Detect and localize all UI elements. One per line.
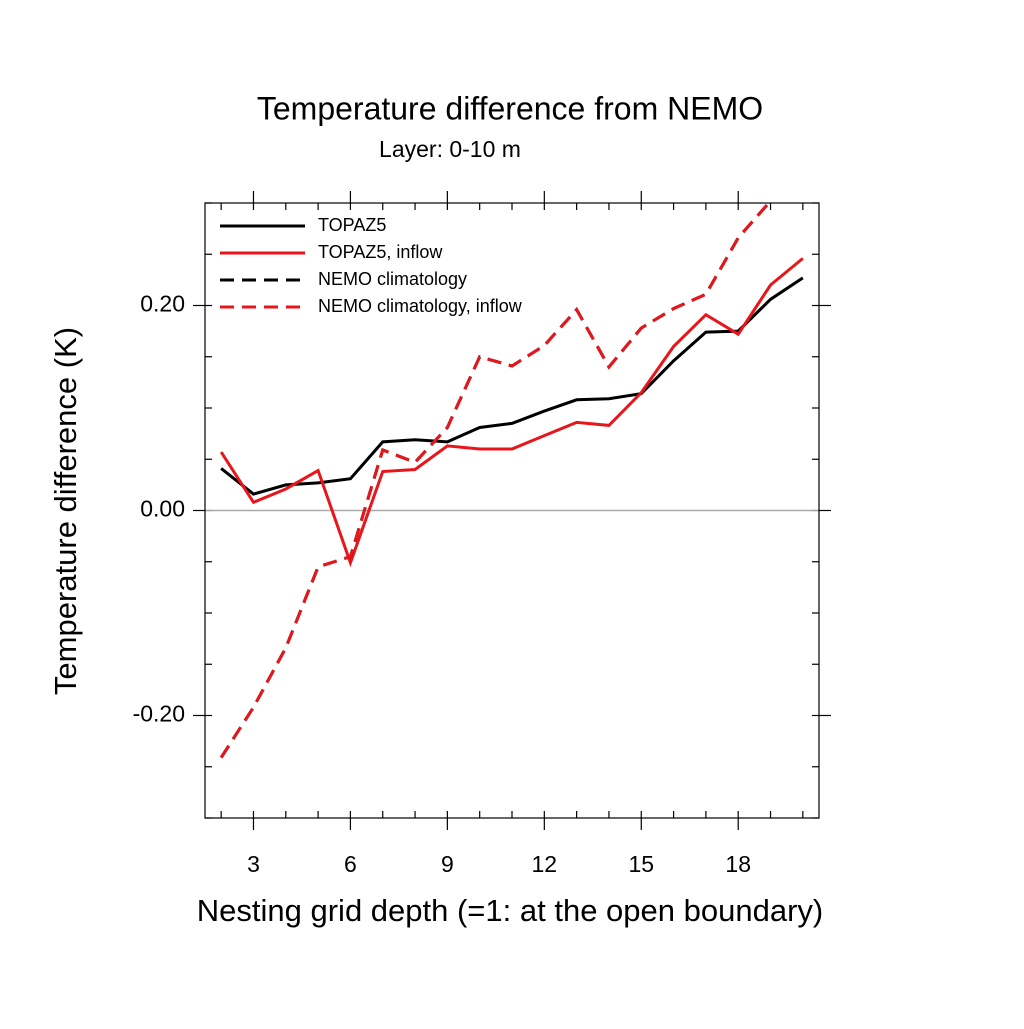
data-line bbox=[219, 257, 804, 568]
y-axis-label: Temperature difference (K) bbox=[48, 327, 83, 695]
chart-title: Temperature difference from NEMO bbox=[257, 90, 763, 126]
plot-area bbox=[219, 203, 804, 759]
chart-subtitle: Layer: 0-10 m bbox=[379, 136, 521, 162]
data-line bbox=[219, 203, 771, 759]
data-line bbox=[220, 276, 804, 496]
x-tick-label: 3 bbox=[247, 851, 260, 877]
x-tick-label: 12 bbox=[532, 851, 558, 877]
legend-label: TOPAZ5, inflow bbox=[318, 242, 443, 262]
data-line bbox=[219, 203, 771, 759]
x-axis-label: Nesting grid depth (=1: at the open boun… bbox=[197, 893, 823, 928]
legend-label: NEMO climatology, inflow bbox=[318, 296, 523, 316]
y-tick-label: 0.00 bbox=[140, 496, 185, 522]
x-tick-label: 9 bbox=[441, 851, 454, 877]
x-tick-label: 15 bbox=[628, 851, 654, 877]
legend-label: TOPAZ5 bbox=[318, 215, 386, 235]
y-tick-label: 0.20 bbox=[140, 291, 185, 317]
y-tick-label: -0.20 bbox=[133, 701, 185, 727]
legend-label: NEMO climatology bbox=[318, 269, 467, 289]
x-tick-label: 18 bbox=[725, 851, 751, 877]
plot-frame bbox=[204, 202, 820, 819]
x-tick-label: 6 bbox=[344, 851, 357, 877]
